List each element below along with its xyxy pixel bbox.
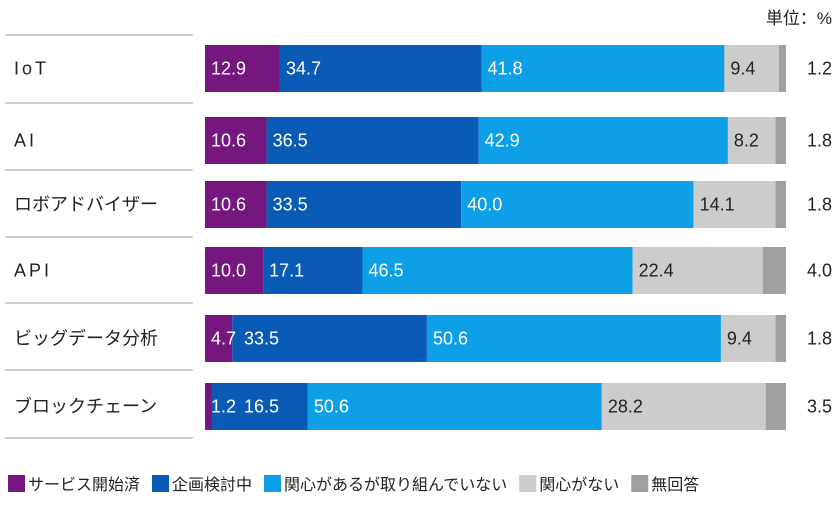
data-label: 22.4 [639, 261, 674, 281]
bar-segment-2 [266, 117, 479, 164]
data-label: 50.6 [314, 397, 349, 417]
category-label: ブロックチェーン [14, 396, 157, 417]
data-label: 42.9 [485, 131, 520, 151]
legend-label: 企画検討中 [172, 476, 252, 494]
category-label: IoT [14, 59, 49, 79]
data-label: 17.1 [269, 261, 304, 281]
data-label: 8.2 [734, 131, 759, 151]
data-label-no-answer: 1.8 [807, 329, 832, 349]
bar-segment-4 [632, 247, 763, 294]
data-label: 10.6 [211, 131, 246, 151]
data-label-no-answer: 1.8 [807, 131, 832, 151]
bar-segment-2 [279, 45, 482, 92]
bar-segment-1 [205, 383, 212, 430]
data-label: 33.5 [273, 195, 308, 215]
bar-segment-5 [775, 117, 786, 164]
legend-label: 関心がない [539, 476, 619, 494]
bar-segment-5 [779, 45, 786, 92]
data-label: 40.0 [467, 195, 502, 215]
data-label: 9.4 [727, 329, 752, 349]
data-label-no-answer: 4.0 [807, 261, 832, 281]
bar-segment-4 [724, 45, 780, 92]
bar-segment-4 [720, 315, 776, 362]
bar-segment-2 [232, 315, 427, 362]
category-label: ビッグデータ分析 [14, 329, 158, 349]
data-label-no-answer: 1.8 [807, 195, 832, 215]
bar-segment-3 [307, 383, 602, 430]
data-label: 28.2 [608, 397, 643, 417]
legend-swatch [264, 475, 282, 492]
bar-segment-3 [426, 315, 721, 362]
data-label: 41.8 [488, 59, 523, 79]
bar-segment-1 [205, 315, 233, 362]
category-label: AI [14, 131, 37, 151]
bar-segment-3 [461, 181, 694, 228]
bar-segment-5 [775, 315, 786, 362]
bar-segment-4 [601, 383, 766, 430]
category-label: API [14, 261, 52, 281]
bar-segment-3 [362, 247, 633, 294]
data-label-no-answer: 3.5 [807, 397, 832, 417]
bar-segment-3 [478, 117, 728, 164]
data-label: 9.4 [730, 59, 755, 79]
bar-segment-4 [693, 181, 776, 228]
data-label: 36.5 [273, 131, 308, 151]
legend-swatch [631, 475, 649, 492]
bar-segment-5 [775, 181, 786, 228]
category-label: ロボアドバイザー [14, 195, 158, 215]
bar-segment-1 [205, 181, 267, 228]
data-label: 46.5 [368, 261, 403, 281]
unit-label: 単位：% [766, 9, 832, 28]
bar-segment-2 [266, 181, 462, 228]
legend-label: 無回答 [651, 476, 699, 494]
bar-segment-3 [481, 45, 725, 92]
data-label: 12.9 [211, 59, 246, 79]
data-label-no-answer: 1.2 [807, 59, 832, 79]
data-label: 1.2 [211, 397, 236, 417]
data-label: 16.5 [244, 397, 279, 417]
data-label: 50.6 [433, 329, 468, 349]
data-label: 10.0 [211, 261, 246, 281]
legend-label: 関心があるが取り組んでいない [284, 476, 507, 494]
bar-segment-5 [765, 383, 786, 430]
data-label: 14.1 [700, 195, 735, 215]
bar-segment-1 [205, 117, 267, 164]
bar-segment-2 [263, 247, 363, 294]
data-label: 10.6 [211, 195, 246, 215]
bar-segment-1 [205, 247, 264, 294]
bar-segment-2 [211, 383, 308, 430]
legend-swatch [8, 475, 25, 492]
data-label: 4.7 [211, 329, 236, 349]
legend-swatch [519, 475, 537, 492]
data-label: 34.7 [286, 59, 321, 79]
bar-segment-5 [762, 247, 786, 294]
bar-segment-4 [727, 117, 776, 164]
legend-swatch [152, 475, 170, 492]
legend-label: サービス開始済 [28, 476, 140, 494]
bar-segment-1 [205, 45, 280, 92]
data-label: 33.5 [244, 329, 279, 349]
